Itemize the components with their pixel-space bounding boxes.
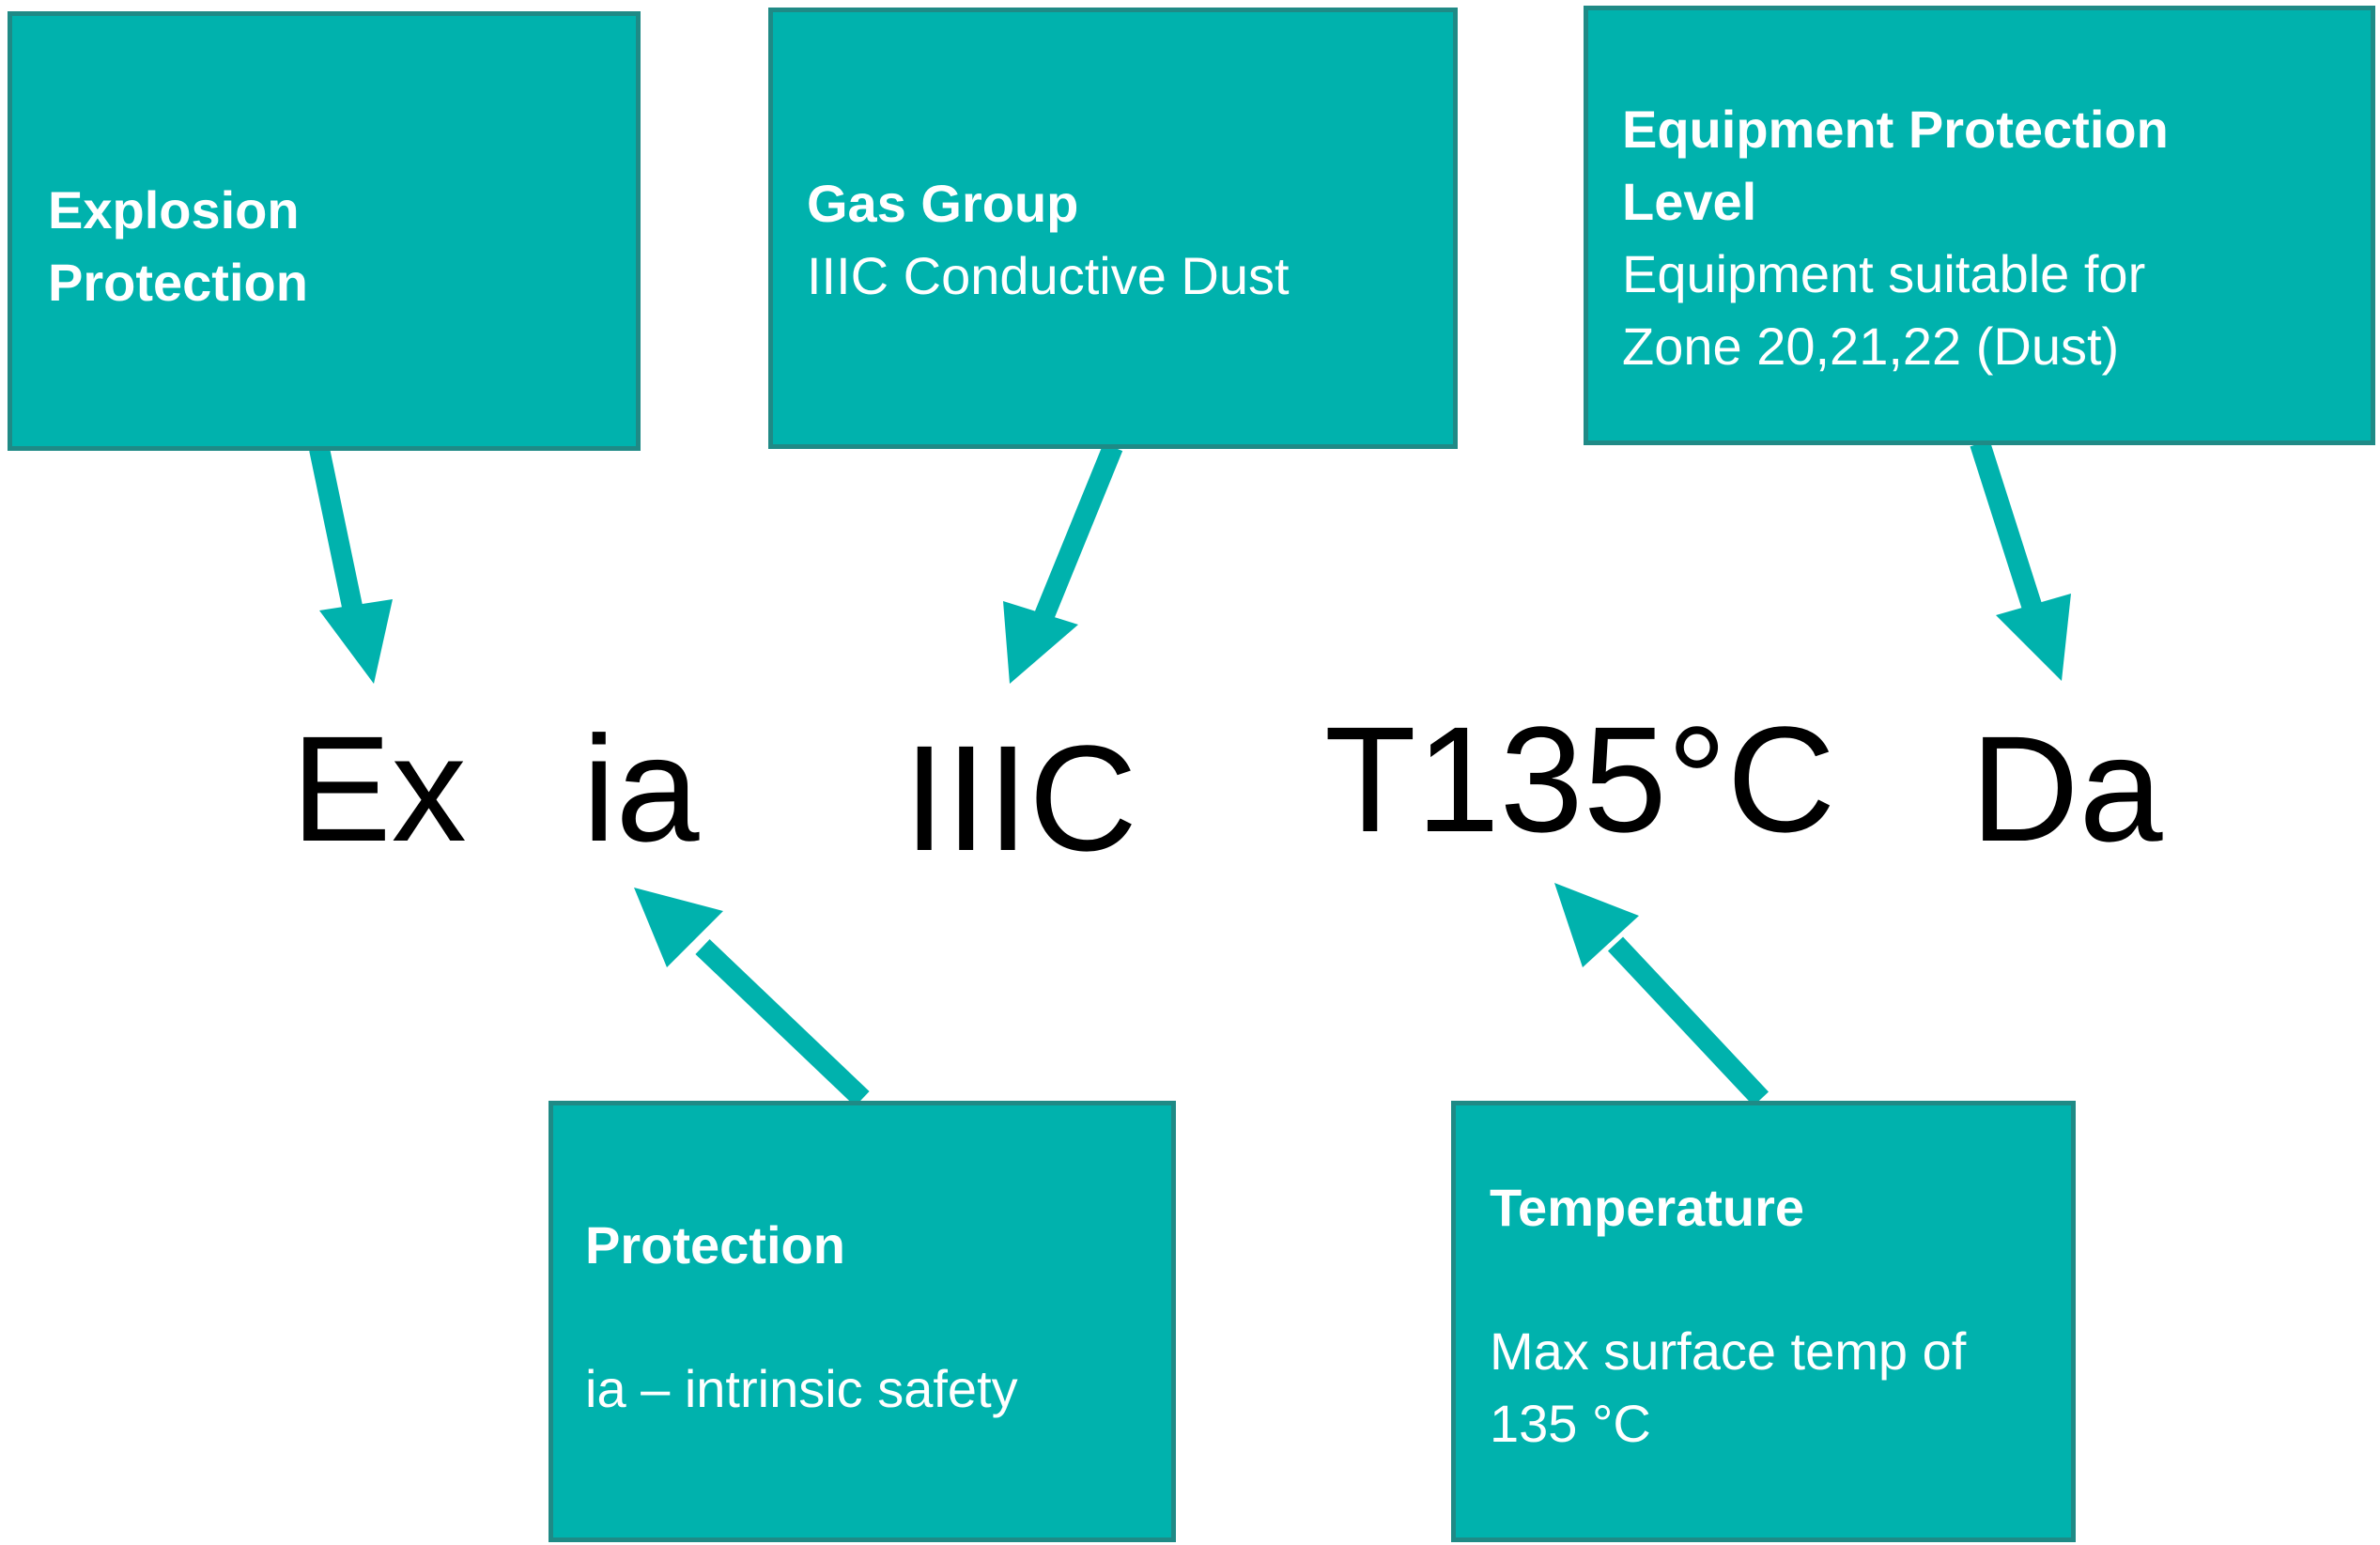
- protection-title: Protection: [585, 1215, 845, 1275]
- code-ia: ia: [582, 704, 700, 873]
- explosion-protection-title: Explosion Protection: [48, 180, 308, 312]
- arrow-epl-shaft: [1970, 440, 2047, 624]
- protection-box: Protection ia – intrinsic safety: [549, 1101, 1176, 1542]
- arrow-explosion-head: [319, 599, 393, 684]
- temperature-desc: Max surface temp of 135 °C: [1490, 1321, 1967, 1453]
- arrow-temperature-head: [1554, 883, 1639, 967]
- gas-group-box: Gas Group IIIC Conductive Dust: [768, 8, 1458, 449]
- arrow-epl-head: [1996, 594, 2071, 681]
- arrow-gasgroup-head: [1003, 601, 1078, 684]
- code-temperature: T135°C: [1324, 695, 1836, 863]
- explosion-protection-box: Explosion Protection: [8, 11, 641, 451]
- arrow-protection-head: [634, 888, 723, 967]
- arrow-explosion-shaft: [309, 446, 365, 623]
- temperature-box: Temperature Max surface temp of 135 °C: [1451, 1101, 2076, 1542]
- temperature-title: Temperature: [1490, 1178, 1805, 1237]
- code-iiic: IIIC: [904, 714, 1137, 882]
- arrow-gasgroup-shaft: [1030, 442, 1123, 629]
- epl-desc: Equipment suitable for Zone 20,21,22 (Du…: [1622, 244, 2146, 376]
- epl-title: Equipment Protection Level: [1622, 100, 2169, 231]
- code-da: Da: [1970, 704, 2163, 873]
- equipment-protection-level-box: Equipment Protection Level Equipment sui…: [1584, 6, 2375, 445]
- gas-group-title: Gas Group: [807, 174, 1079, 233]
- arrow-protection-shaft: [695, 939, 870, 1106]
- gas-group-desc: IIIC Conductive Dust: [807, 246, 1290, 305]
- protection-desc: ia – intrinsic safety: [585, 1359, 1018, 1418]
- code-ex: Ex: [291, 704, 467, 873]
- arrow-temperature-shaft: [1607, 936, 1770, 1106]
